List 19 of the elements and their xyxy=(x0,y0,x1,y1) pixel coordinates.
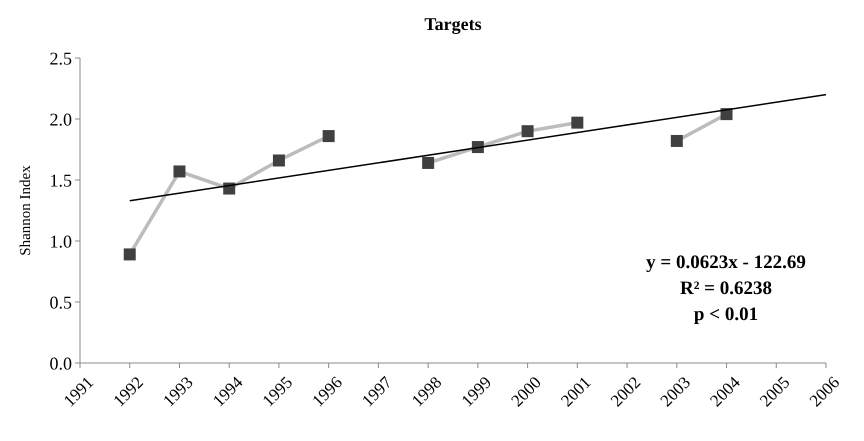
y-tick-label: 2.5 xyxy=(50,48,72,68)
point xyxy=(571,116,584,129)
y-tick-label: 0.0 xyxy=(50,353,72,374)
chart-title: Targets xyxy=(424,14,482,34)
point xyxy=(173,165,186,178)
point xyxy=(670,134,683,147)
point xyxy=(522,125,534,138)
annotation: R² = 0.6238 xyxy=(680,278,772,299)
point xyxy=(124,248,136,260)
y-tick-label: 1.0 xyxy=(50,231,72,252)
annotation: p < 0.01 xyxy=(694,304,758,325)
point xyxy=(322,130,335,142)
y-axis-title: Shannon Index xyxy=(18,164,34,256)
annotation: y = 0.0623x - 122.69 xyxy=(646,252,806,273)
point xyxy=(422,156,434,169)
y-tick-label: 2.0 xyxy=(50,109,72,130)
point xyxy=(272,154,285,166)
y-tick-label: 0.5 xyxy=(50,292,72,312)
y-tick-label: 1.5 xyxy=(50,170,72,190)
